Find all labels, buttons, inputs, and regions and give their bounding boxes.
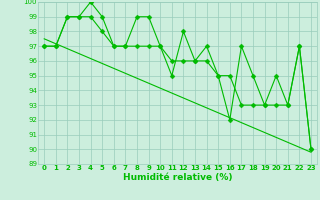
X-axis label: Humidité relative (%): Humidité relative (%) bbox=[123, 173, 232, 182]
